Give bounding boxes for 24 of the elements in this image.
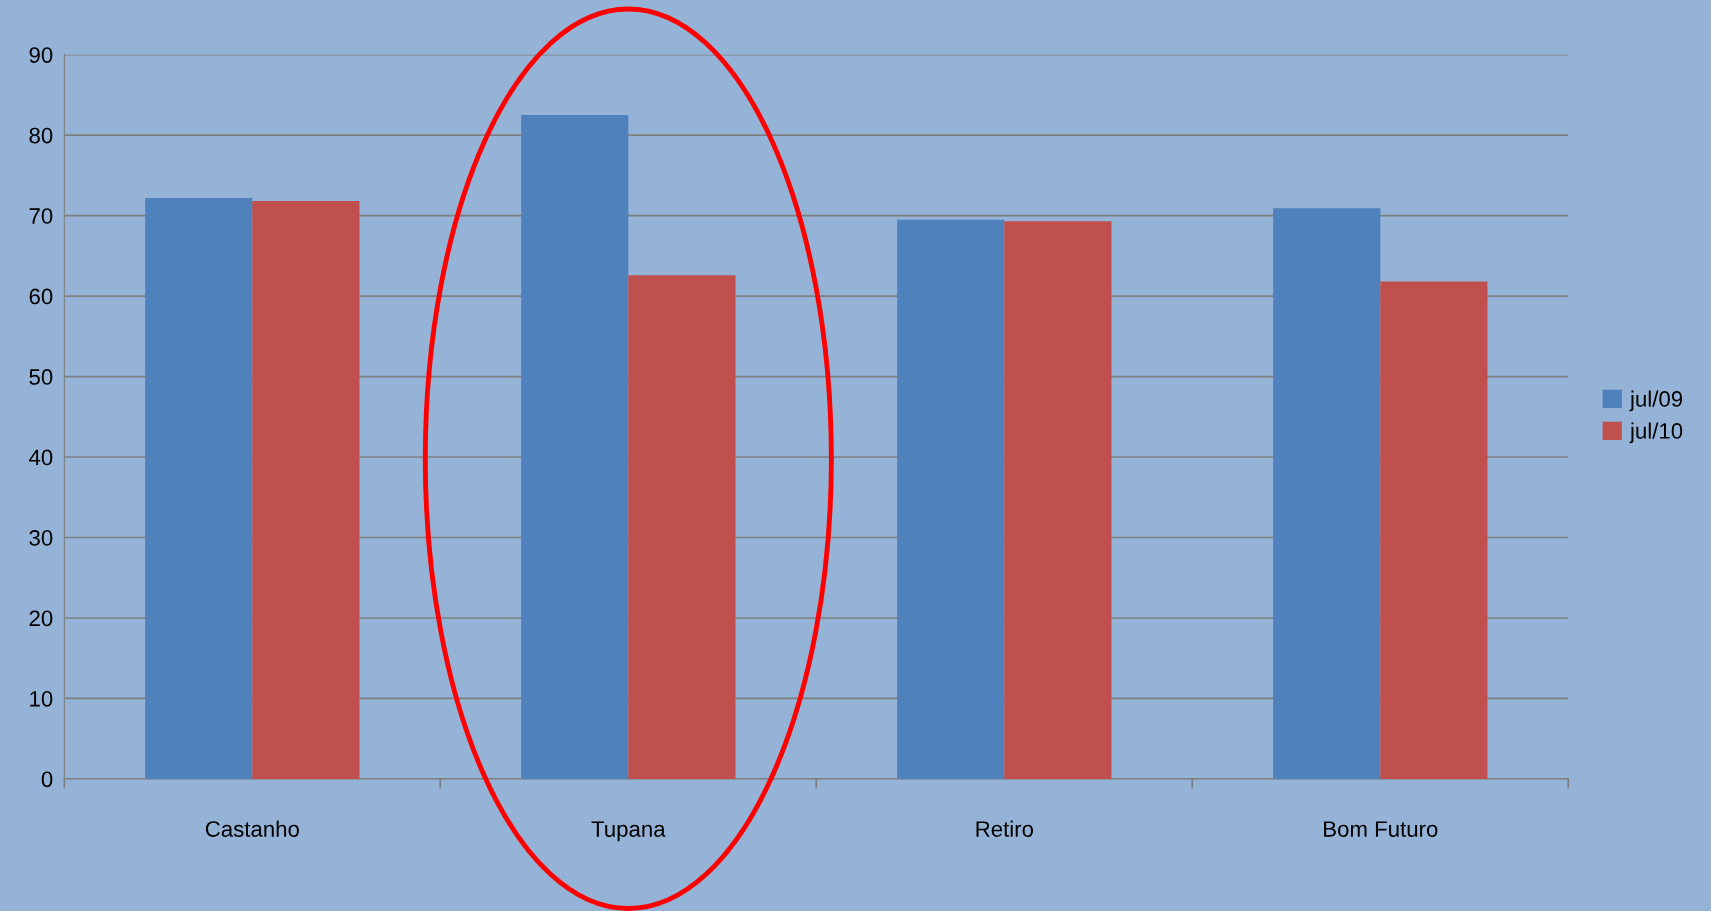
y-tick-label: 10 [30, 690, 53, 707]
bar [628, 275, 736, 779]
legend-label: jul/09 [1629, 390, 1683, 412]
y-tick-label: 30 [29, 530, 53, 546]
x-tick-label: Bom Futuro [1324, 821, 1438, 837]
y-tick-label: 50 [29, 369, 53, 385]
y-tick-label: 90 [29, 47, 53, 63]
y-tick-label: 0 [41, 771, 53, 788]
y-tick-label: 80 [29, 127, 53, 144]
bar [897, 219, 1005, 779]
bar [1380, 281, 1488, 779]
bar [1273, 208, 1381, 779]
x-tick-label: Castanho [205, 820, 299, 837]
bar [252, 201, 360, 779]
x-tick-label: Retiro [976, 820, 1034, 837]
bar [521, 115, 629, 779]
y-tick-label: 60 [29, 288, 53, 305]
y-tick-label: 70 [29, 208, 53, 224]
x-tick-label: Tupana [591, 821, 666, 842]
bar [1004, 221, 1112, 779]
y-tick-label: 20 [29, 610, 53, 627]
y-tick-label: 40 [29, 449, 53, 466]
bar [145, 197, 253, 779]
legend-label: jul/10 [1629, 422, 1683, 444]
